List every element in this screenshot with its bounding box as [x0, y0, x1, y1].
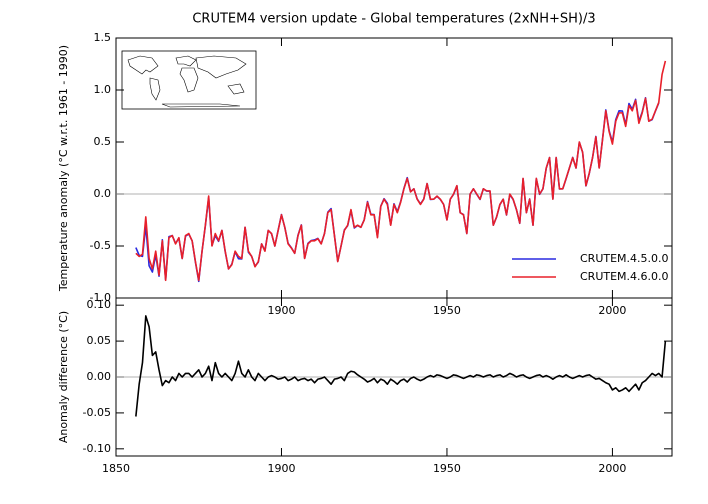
map-inset	[121, 50, 257, 110]
y-tick-label: 0.05	[87, 334, 112, 347]
series-line	[135, 315, 667, 417]
y-tick-label: 0.0	[94, 187, 112, 200]
y-tick-label: -1.0	[90, 291, 111, 304]
y-tick-label: -0.10	[83, 442, 111, 455]
y-tick-label: 0.10	[87, 298, 112, 311]
x-tick-label: 2000	[598, 462, 626, 475]
y-tick-label: 0.00	[87, 370, 112, 383]
legend-label: CRUTEM.4.6.0.0	[580, 270, 669, 283]
y-tick-label: -0.05	[83, 406, 111, 419]
y-axis-label: Anomaly difference (°C)	[57, 311, 70, 443]
y-tick-label: -0.5	[90, 239, 111, 252]
y-axis-label: Temperature anomaly (°C w.r.t. 1961 - 19…	[57, 45, 70, 292]
y-tick-label: 1.0	[94, 83, 112, 96]
x-tick-label: 1900	[267, 462, 295, 475]
x-tick-label: 1950	[433, 304, 461, 317]
y-tick-label: 0.5	[94, 135, 112, 148]
x-tick-label: 1950	[433, 462, 461, 475]
x-tick-label: 1900	[267, 304, 295, 317]
series-line	[135, 60, 667, 282]
y-tick-label: 1.5	[94, 31, 112, 44]
x-tick-label: 2000	[598, 304, 626, 317]
legend-label: CRUTEM.4.5.0.0	[580, 252, 669, 265]
chart-title: CRUTEM4 version update - Global temperat…	[192, 12, 595, 27]
x-tick-label: 1850	[102, 462, 130, 475]
